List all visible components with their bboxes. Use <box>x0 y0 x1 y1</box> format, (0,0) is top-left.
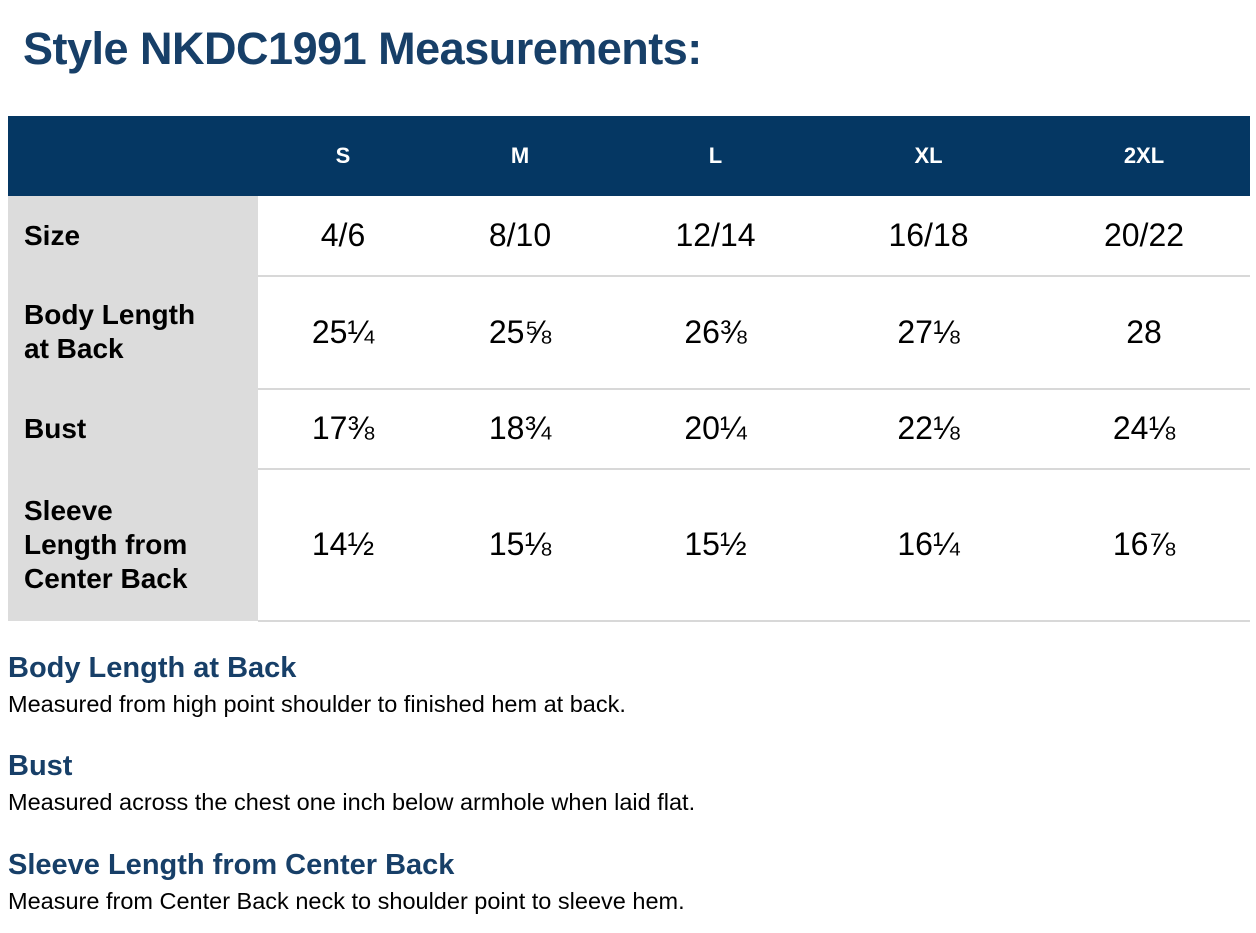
table-row-body-length: Body Length at Back 25¼ 25⅝ 26⅜ 27⅛ 28 <box>8 274 1250 389</box>
body-length-value-s: 25¼ <box>258 274 428 389</box>
column-header-l: L <box>708 142 723 168</box>
definition-body-length: Body Length at Back Measured from high p… <box>8 651 1250 721</box>
bust-value-2xl: 24⅛ <box>1038 387 1250 469</box>
size-value-xl: 16/18 <box>888 216 969 253</box>
bust-value-l: 20¼ <box>612 387 819 469</box>
column-header-2xl: 2XL <box>1123 142 1165 168</box>
size-value-s: 4/6 <box>320 216 366 253</box>
sleeve-value-xl: 16¼ <box>819 467 1038 622</box>
row-label-sleeve-length: Sleeve Length from Center Back <box>8 468 258 621</box>
definition-heading-bust: Bust <box>8 750 73 783</box>
definition-text-sleeve-length: Measure from Center Back neck to shoulde… <box>8 887 685 914</box>
definition-bust: Bust Measured across the chest one inch … <box>8 749 1250 819</box>
column-header-m: M <box>510 142 530 168</box>
table-row-sleeve-length: Sleeve Length from Center Back 14½ 15⅛ 1… <box>8 467 1250 622</box>
size-value-m: 8/10 <box>488 216 552 253</box>
sleeve-value-m: 15⅛ <box>428 467 612 622</box>
size-value-l: 12/14 <box>675 216 756 253</box>
sleeve-value-s: 14½ <box>258 467 428 622</box>
row-label-size: Size <box>8 195 258 276</box>
definition-sleeve-length: Sleeve Length from Center Back Measure f… <box>8 848 1250 918</box>
table-row-bust: Bust 17⅜ 18¾ 20¼ 22⅛ 24⅛ <box>8 387 1250 469</box>
definition-heading-body-length: Body Length at Back <box>8 651 297 684</box>
size-value-2xl: 20/22 <box>1103 216 1185 253</box>
row-label-body-length: Body Length at Back <box>8 275 258 389</box>
bust-value-m: 18¾ <box>428 387 612 469</box>
bust-value-s: 17⅜ <box>258 387 428 469</box>
size-chart-page: Style NKDC1991 Measurements: S M L XL 2X… <box>0 23 1256 917</box>
measurements-table: S M L XL 2XL Size 4/6 8/10 12/14 16/18 2… <box>8 115 1250 622</box>
sleeve-value-l: 15½ <box>612 467 819 622</box>
page-title: Style NKDC1991 Measurements: <box>23 23 702 74</box>
row-label-bust: Bust <box>8 388 258 469</box>
table-header-row: S M L XL 2XL <box>8 115 1250 196</box>
table-corner-cell <box>8 116 258 196</box>
table-row-size: Size 4/6 8/10 12/14 16/18 20/22 <box>8 195 1250 276</box>
bust-value-xl: 22⅛ <box>819 387 1038 469</box>
definition-heading-sleeve-length: Sleeve Length from Center Back <box>8 848 455 881</box>
body-length-value-m: 25⅝ <box>428 274 612 389</box>
body-length-value-2xl: 28 <box>1038 274 1250 389</box>
body-length-value-xl: 27⅛ <box>819 274 1038 389</box>
definition-text-body-length: Measured from high point shoulder to fin… <box>8 690 626 717</box>
body-length-value-l: 26⅜ <box>612 274 819 389</box>
column-header-xl: XL <box>914 142 943 168</box>
column-header-s: S <box>335 142 351 168</box>
sleeve-value-2xl: 16⅞ <box>1038 467 1250 622</box>
measurement-definitions: Body Length at Back Measured from high p… <box>8 651 1250 918</box>
definition-text-bust: Measured across the chest one inch below… <box>8 789 696 816</box>
